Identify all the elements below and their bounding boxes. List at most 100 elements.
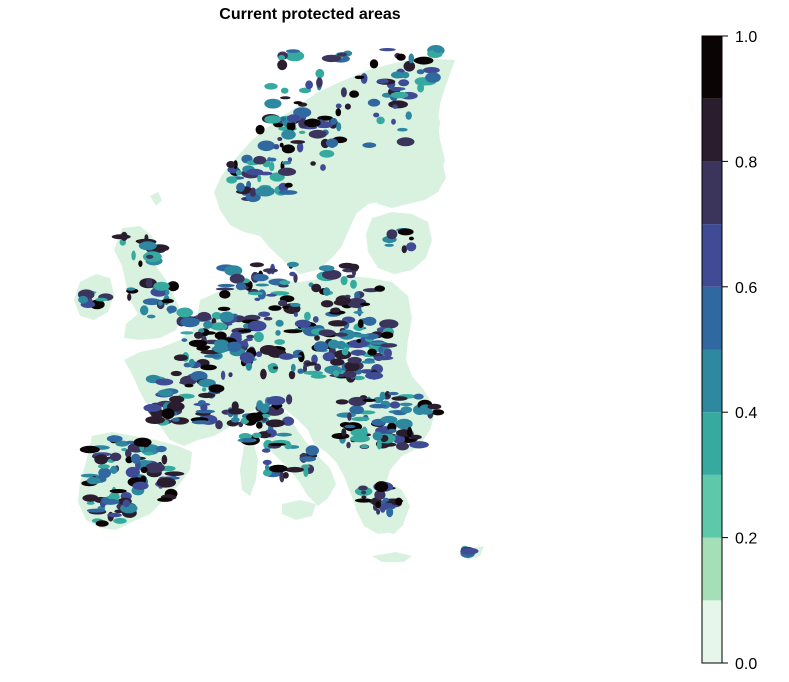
- protected-area-patch: [156, 477, 176, 488]
- protected-area-patch: [241, 438, 254, 443]
- protected-area-patch: [140, 466, 148, 474]
- protected-area-patch: [367, 98, 381, 107]
- protected-area-patch: [351, 416, 370, 422]
- protected-area-patch: [406, 242, 417, 252]
- protected-area-patch: [242, 339, 248, 347]
- protected-area-patch: [127, 293, 132, 301]
- protected-area-patch: [143, 451, 154, 456]
- protected-area-patch: [131, 453, 141, 464]
- protected-area-patch: [347, 297, 367, 309]
- protected-area-patch: [268, 305, 282, 311]
- protected-area-patch: [145, 278, 153, 288]
- protected-area-patch: [165, 289, 170, 296]
- protected-area-patch: [344, 294, 351, 298]
- protected-area-patch: [143, 403, 162, 412]
- protected-area-patch: [94, 454, 109, 465]
- protected-area-patch: [431, 409, 445, 416]
- protected-area-patch: [362, 142, 377, 148]
- protected-area-patch: [361, 495, 367, 499]
- protected-area-patch: [245, 337, 253, 342]
- protected-area-patch: [311, 354, 318, 365]
- protected-area-patch: [304, 118, 321, 128]
- protected-area-patch: [254, 297, 261, 301]
- protected-area-patch: [298, 351, 305, 363]
- legend-bin: [702, 474, 722, 538]
- protected-area-patch: [233, 160, 238, 170]
- protected-area-patch: [200, 364, 217, 371]
- protected-area-patch: [358, 485, 368, 491]
- protected-area-patch: [278, 190, 298, 195]
- protected-area-patch: [278, 55, 286, 61]
- protected-area-patch: [376, 116, 385, 125]
- protected-area-patch: [231, 401, 239, 411]
- protected-area-patch: [346, 274, 356, 279]
- protected-area-patch: [356, 338, 362, 343]
- protected-area-patch: [259, 403, 270, 414]
- legend-bin: [702, 286, 722, 350]
- protected-area-patch: [208, 384, 225, 393]
- protected-area-patch: [264, 98, 282, 109]
- protected-area-patch: [132, 481, 149, 490]
- protected-area-patch: [142, 298, 161, 306]
- map-title: Current protected areas: [219, 6, 401, 23]
- protected-area-patch: [374, 481, 389, 493]
- protected-area-patch: [407, 426, 413, 438]
- protected-area-patch: [362, 398, 376, 402]
- protected-area-patches: [77, 45, 479, 558]
- protected-area-patch: [279, 280, 291, 285]
- baltic-region: [366, 212, 432, 274]
- protected-area-patch: [166, 305, 177, 313]
- protected-area-patch: [312, 316, 319, 323]
- protected-area-patch: [109, 452, 122, 462]
- protected-area-patch: [353, 310, 364, 314]
- protected-area-patch: [298, 130, 306, 134]
- protected-area-patch: [408, 236, 414, 241]
- protected-area-patch: [314, 335, 320, 341]
- protected-area-patch: [283, 472, 289, 479]
- protected-area-patch: [290, 140, 306, 144]
- protected-area-patch: [397, 127, 408, 132]
- protected-area-patch: [396, 53, 406, 61]
- protected-area-patch: [372, 431, 383, 441]
- protected-area-patch: [423, 67, 440, 74]
- protected-area-patch: [268, 430, 273, 434]
- legend-bin: [702, 412, 722, 475]
- legend-bin: [702, 224, 722, 287]
- protected-area-patch: [283, 329, 303, 334]
- protected-area-patch: [360, 73, 368, 84]
- protected-area-patch: [157, 389, 174, 397]
- protected-area-patch: [161, 408, 175, 420]
- protected-area-patch: [263, 469, 272, 477]
- protected-area-patch: [281, 144, 295, 154]
- protected-area-patch: [427, 403, 442, 410]
- protected-area-patch: [255, 421, 263, 429]
- protected-area-patch: [286, 120, 296, 132]
- protected-area-patch: [335, 103, 342, 109]
- protected-area-patch: [395, 497, 403, 506]
- protected-area-patch: [249, 262, 264, 268]
- protected-area-patch: [262, 448, 271, 453]
- protected-area-patch: [351, 333, 369, 338]
- protected-area-patch: [374, 285, 386, 292]
- protected-area-patch: [360, 444, 369, 449]
- protected-area-patch: [425, 72, 441, 83]
- protected-area-patch: [305, 445, 319, 456]
- protected-area-patch: [197, 311, 212, 322]
- protected-area-patch: [170, 370, 182, 377]
- protected-area-patch: [95, 297, 108, 302]
- protected-area-patch: [330, 358, 345, 366]
- protected-area-patch: [373, 112, 380, 118]
- protected-area-patch: [349, 405, 364, 415]
- protected-area-patch: [203, 320, 213, 329]
- protected-area-patch: [327, 339, 340, 349]
- protected-area-patch: [286, 49, 300, 53]
- protected-area-patch: [220, 370, 226, 380]
- protected-area-patch: [253, 331, 264, 343]
- protected-area-patch: [275, 319, 284, 327]
- protected-area-patch: [265, 419, 285, 428]
- protected-area-patch: [288, 370, 296, 380]
- protected-area-patch: [322, 269, 342, 280]
- protected-area-patch: [413, 393, 424, 400]
- protected-area-patch: [318, 329, 336, 337]
- protected-area-patch: [310, 161, 316, 166]
